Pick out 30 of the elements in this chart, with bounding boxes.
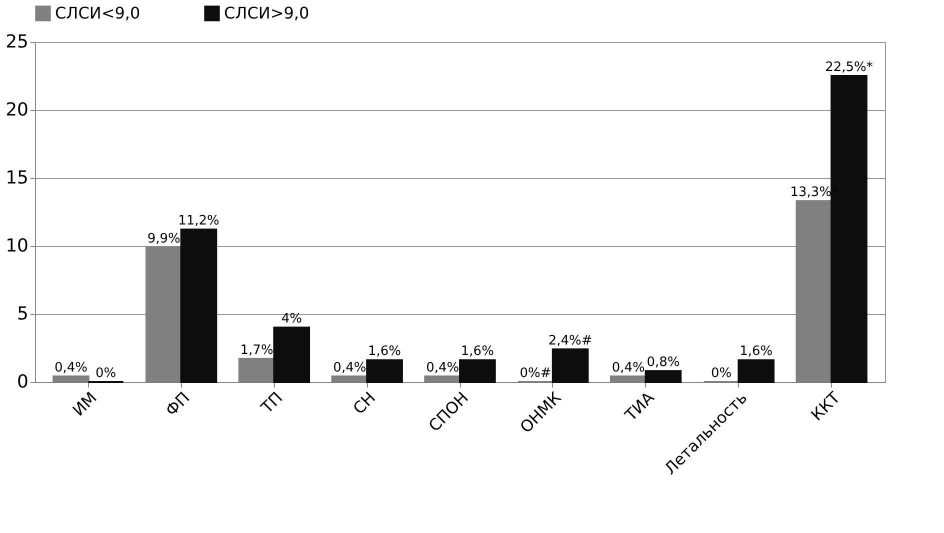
data-label: 1,6% — [460, 344, 494, 360]
x-tick-label: СН — [349, 388, 380, 418]
y-tick-label: 0 — [17, 372, 28, 392]
x-tick-label: ФП — [162, 388, 194, 420]
x-tick-label: ИМ — [68, 388, 100, 420]
y-tick-label: 25 — [6, 32, 28, 52]
data-label: 9,9% — [147, 231, 180, 246]
x-tick-label: ТП — [256, 388, 286, 418]
data-label: 1,6% — [740, 344, 773, 360]
legend-label: СЛСИ<9,0 — [55, 3, 140, 22]
data-label: 0,4% — [612, 360, 645, 376]
data-label: 2,4%# — [548, 333, 592, 348]
data-label: 22,5%* — [825, 60, 874, 75]
data-label: 0,4% — [54, 360, 88, 376]
data-label: 1,6% — [368, 344, 402, 360]
data-label: 4% — [281, 312, 302, 327]
y-tick-label: 15 — [6, 168, 28, 188]
data-label: 0,8% — [646, 355, 680, 370]
y-tick-label: 10 — [6, 236, 28, 256]
data-label: 0%# — [520, 366, 552, 381]
data-label: 0,4% — [333, 360, 366, 376]
y-tick-label: 20 — [6, 100, 28, 120]
data-label: 1,7% — [240, 342, 274, 358]
data-label: 0% — [710, 366, 732, 381]
x-tick-label: ТИА — [620, 388, 658, 426]
data-label: 11,2% — [178, 214, 220, 229]
data-label: 0% — [96, 366, 116, 381]
data-label: 0,4% — [426, 360, 460, 376]
legend-label: СЛСИ>9,0 — [224, 3, 310, 22]
y-tick-label: 5 — [17, 304, 28, 324]
